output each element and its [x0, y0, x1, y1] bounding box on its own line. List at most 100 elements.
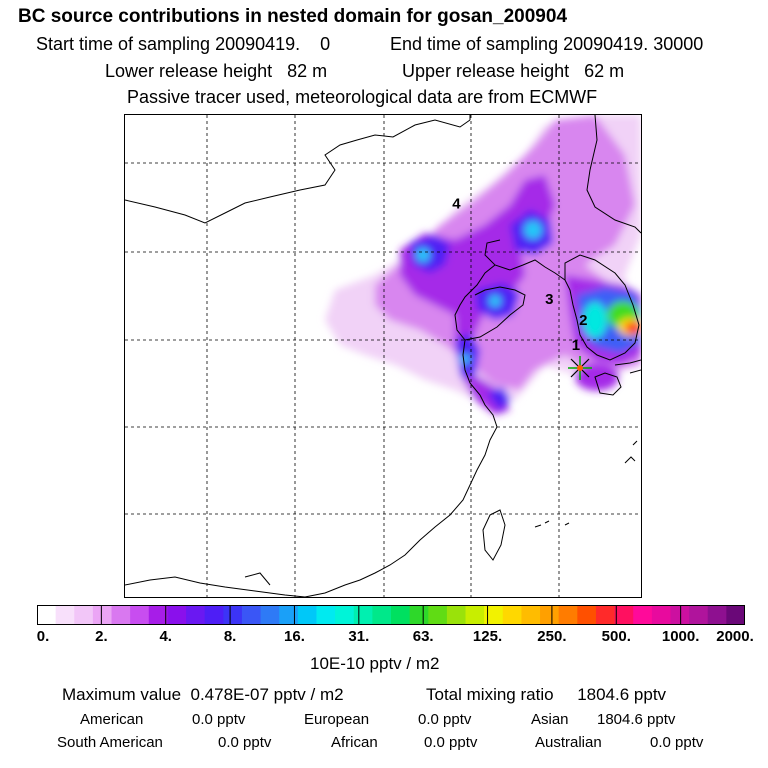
- source-asian-label: Asian: [531, 711, 569, 728]
- colorbar-tick-label: 500.: [601, 628, 631, 645]
- colorbar-cell: [130, 605, 150, 625]
- colorbar-cell: [37, 605, 57, 625]
- site-marker-4: 4: [452, 196, 461, 213]
- colorbar-tick-label: 2000.: [716, 628, 754, 645]
- max-value-number: 0.478E-07 pptv / m2: [190, 685, 344, 704]
- colorbar-cell: [335, 605, 355, 625]
- colorbar-cell: [633, 605, 653, 625]
- colorbar-cell: [502, 605, 523, 625]
- colorbar-cell: [689, 605, 709, 625]
- colorbar-tick-label: 0.: [36, 628, 50, 645]
- colorbar-cell: [465, 605, 485, 625]
- colorbar-cell: [223, 605, 243, 625]
- core-cyan-1: [416, 248, 430, 262]
- upper-release: Upper release height 62 m: [402, 61, 624, 82]
- max-value: Maximum value 0.478E-07 pptv / m2: [62, 685, 344, 705]
- core-korea-red: [625, 322, 641, 334]
- lower-release: Lower release height 82 m: [105, 61, 327, 82]
- colorbar-cell: [186, 605, 206, 625]
- map-panel: 1 2 3 4: [124, 114, 642, 598]
- colorbar-cell: [670, 605, 690, 625]
- colorbar-cell: [279, 605, 299, 625]
- core-cyan-3: [489, 295, 501, 307]
- source-south-american-label: South American: [57, 734, 163, 751]
- core-cyan-2: [524, 221, 542, 239]
- total-mixing-ratio-value: 1804.6 pptv: [577, 685, 667, 704]
- colorbar-cell: [707, 605, 727, 625]
- tracer-note: Passive tracer used, meteorological data…: [127, 87, 598, 107]
- colorbar-cell: [167, 605, 187, 625]
- colorbar-cell: [446, 605, 467, 625]
- site-marker-2: 2: [579, 312, 587, 329]
- colorbar-tick-label: 250.: [537, 628, 567, 645]
- colorbar-cell: [241, 605, 262, 625]
- colorbar-cell: [558, 605, 578, 625]
- end-time-value: 20090419. 30000: [563, 34, 704, 54]
- core-blue-5: [487, 387, 511, 411]
- plume-island: [575, 363, 619, 391]
- colorbar-tick-label: 125.: [472, 628, 503, 645]
- core-cyan-4: [460, 354, 470, 364]
- source-australian-value: 0.0 pptv: [650, 734, 704, 751]
- colorbar-tick-label: 31.: [348, 628, 370, 645]
- total-mixing-ratio: Total mixing ratio 1804.6 pptv: [426, 685, 666, 705]
- concentration-field: [325, 115, 642, 415]
- colorbar-cell: [55, 605, 75, 625]
- colorbar-cell: [391, 605, 411, 625]
- end-time: End time of sampling 20090419. 30000: [390, 34, 703, 55]
- source-european-label: European: [304, 711, 370, 728]
- colorbar-tick-label: 16.: [284, 628, 305, 645]
- colorbar-cell: [111, 605, 131, 625]
- map-svg: 1 2 3 4: [124, 114, 642, 598]
- upper-release-label: Upper release height: [402, 61, 570, 81]
- colorbar-tick-label: 63.: [412, 628, 434, 645]
- upper-release-value: 62 m: [584, 61, 625, 81]
- colorbar-cells: [37, 605, 745, 625]
- colorbar-cell: [428, 605, 448, 625]
- colorbar-tick-label: 4.: [159, 628, 172, 645]
- start-time-value: 20090419. 0: [215, 34, 331, 54]
- colorbar-cell: [204, 605, 224, 625]
- end-time-label: End time of sampling: [390, 34, 559, 54]
- colorbar-cell: [74, 605, 94, 625]
- colorbar-cell: [92, 605, 113, 625]
- start-time: Start time of sampling 20090419. 0: [36, 34, 330, 55]
- colorbar-tick-label: 1000.: [661, 628, 700, 645]
- colorbar-cell: [297, 605, 318, 625]
- colorbar-cell: [148, 605, 169, 625]
- site-marker-1: 1: [572, 337, 580, 354]
- colorbar-cell: [353, 605, 373, 625]
- colorbar-cell: [726, 605, 745, 625]
- colorbar-cell: [577, 605, 597, 625]
- colorbar-cell: [409, 605, 429, 625]
- colorbar-cell: [521, 605, 541, 625]
- marker-layer: 1 2 3 4: [452, 196, 587, 354]
- source-european-value: 0.0 pptv: [418, 711, 472, 728]
- coastlines: [124, 114, 642, 598]
- source-american-label: American: [80, 711, 144, 728]
- max-value-label: Maximum value: [62, 685, 182, 704]
- total-mixing-ratio-label: Total mixing ratio: [426, 685, 554, 704]
- colorbar-cell: [484, 605, 504, 625]
- chart-title: BC source contributions in nested domain…: [18, 6, 568, 27]
- colorbar-cell: [372, 605, 392, 625]
- core-blue-1: [410, 235, 450, 273]
- source-australian-label: Australian: [535, 734, 602, 751]
- grid-lines: [125, 115, 641, 597]
- site-marker-3: 3: [545, 291, 553, 308]
- lower-release-value: 82 m: [287, 61, 328, 81]
- colorbar-cell: [595, 605, 616, 625]
- core-korea-cyan: [583, 302, 607, 338]
- source-african-value: 0.0 pptv: [424, 734, 478, 751]
- receptor-star-icon: [568, 356, 592, 380]
- colorbar-tick-label: 2.: [95, 628, 108, 645]
- source-american-value: 0.0 pptv: [192, 711, 246, 728]
- colorbar-cell: [260, 605, 280, 625]
- lower-release-label: Lower release height: [105, 61, 273, 81]
- colorbar-cell: [614, 605, 634, 625]
- colorbar: [37, 605, 745, 625]
- colorbar-units: 10E-10 pptv / m2: [310, 654, 440, 673]
- source-asian-value: 1804.6 pptv: [597, 711, 676, 728]
- colorbar-cell: [316, 605, 336, 625]
- start-time-label: Start time of sampling: [36, 34, 211, 54]
